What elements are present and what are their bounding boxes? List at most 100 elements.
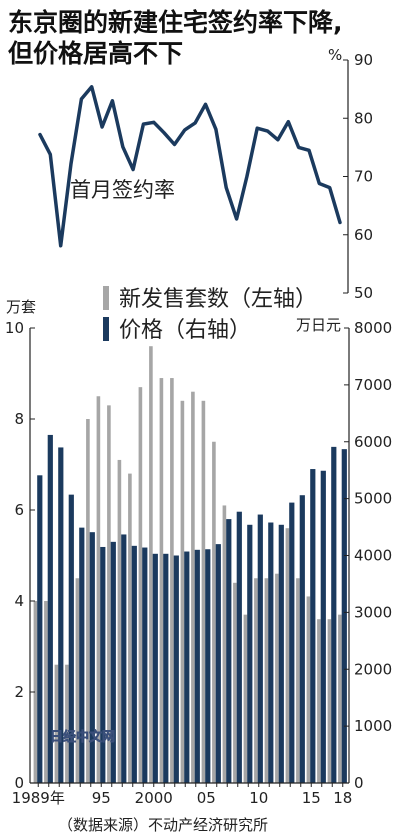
right-tick-label: 5000 [354, 490, 392, 508]
legend-sales-label: 新发售套数（左轴） [119, 287, 317, 312]
left-tick-label: 6 [14, 501, 24, 519]
price-bar [152, 553, 158, 783]
price-bar [100, 546, 106, 783]
price-bar [289, 502, 295, 783]
sales-bar [75, 578, 80, 783]
x-tick-label: 18 [333, 789, 352, 807]
sales-bar [201, 400, 206, 783]
x-tick-label: 1989年 [12, 789, 65, 807]
left-tick-label: 10 [5, 319, 24, 337]
price-bar [215, 544, 221, 783]
legend-price-swatch [103, 317, 109, 341]
right-tick-label: 6000 [354, 433, 392, 451]
right-y-ticks: 0 1000 2000 3000 4000 5000 6000 7000 8000 [344, 319, 392, 792]
price-bar [310, 469, 316, 783]
sales-bar [254, 578, 258, 783]
right-axis-unit: 万日元 [296, 316, 341, 334]
legend-sales-swatch [103, 286, 109, 310]
left-axis-unit: 万套 [6, 298, 36, 316]
contract-rate-series-label: 首月签约率 [70, 178, 175, 202]
right-tick-label: 2000 [354, 660, 392, 678]
right-tick-label: 0 [354, 774, 364, 792]
right-tick-label: 8000 [354, 319, 392, 337]
price-bar [68, 494, 74, 783]
price-bar [236, 511, 242, 783]
price-bar [299, 495, 305, 783]
x-tick-label: 05 [197, 789, 216, 807]
right-tick-label: 3000 [354, 603, 392, 621]
price-bar [278, 524, 284, 783]
x-ticks: 1989年 95 2000 05 10 15 18 [12, 783, 352, 807]
left-y-ticks: 0 2 4 6 8 10 [5, 319, 35, 792]
price-bar [121, 534, 127, 783]
price-bar [320, 470, 326, 783]
sales-bar [212, 441, 216, 783]
chart-title-line2: 但价格居高不下 [8, 39, 183, 68]
price-bar [89, 532, 95, 783]
sales-bar [86, 419, 90, 783]
rate-tick-label: 80 [354, 109, 373, 127]
sales-price-bar-chart: 万套 万日元 0 2 4 6 8 10 0 1000 2000 3000 4000 5000 6000… [5, 298, 392, 807]
sales-bar [327, 619, 332, 783]
chart-title-line1: 东京圈的新建住宅签约率下降, [8, 8, 343, 37]
price-bar [341, 449, 347, 783]
sales-bar [96, 396, 101, 783]
price-bar [226, 519, 232, 783]
x-tick-label: 95 [92, 789, 111, 807]
sales-bar [170, 378, 174, 783]
price-bar [247, 524, 253, 783]
sales-bar [107, 405, 111, 783]
rate-tick-label: 90 [354, 51, 373, 69]
x-tick-label: 15 [302, 789, 321, 807]
sales-bar [317, 619, 321, 783]
sales-bar [243, 614, 248, 783]
rate-unit-label: % [328, 46, 342, 64]
sales-bar [117, 459, 122, 783]
price-bar [205, 549, 211, 783]
price-bar [79, 527, 85, 783]
contract-rate-line [38, 85, 342, 248]
sales-bar [296, 578, 300, 783]
price-bar [110, 541, 116, 783]
sales-bar [285, 528, 290, 783]
left-tick-label: 0 [14, 774, 24, 792]
right-tick-label: 4000 [354, 547, 392, 565]
source-note: （数据来源）不动产经济研究所 [58, 816, 268, 834]
left-tick-label: 8 [14, 410, 24, 428]
price-bar [173, 555, 179, 783]
right-tick-label: 1000 [354, 717, 392, 735]
contract-rate-line-chart: % 首月签约率 50 60 70 80 90 [38, 46, 373, 302]
rate-tick-label: 50 [354, 284, 373, 302]
price-bar [142, 547, 148, 783]
legend-price-label: 价格（右轴） [119, 318, 251, 343]
x-tick-label: 2000 [135, 789, 173, 807]
sales-bar [128, 473, 132, 783]
price-bar [331, 446, 337, 783]
sales-bar [275, 573, 279, 783]
sales-bar [44, 601, 48, 783]
price-bar [58, 447, 64, 783]
rate-tick-label: 70 [354, 168, 373, 186]
left-tick-label: 2 [14, 683, 24, 701]
left-tick-label: 4 [14, 592, 24, 610]
price-bar [47, 434, 53, 783]
sales-bar [306, 596, 311, 783]
bars [33, 346, 347, 783]
price-bar [268, 522, 274, 783]
price-bar [194, 549, 200, 783]
legend: 新发售套数（左轴） 价格（右轴） [103, 286, 317, 343]
x-tick-label: 10 [249, 789, 268, 807]
sales-bar [149, 346, 153, 783]
sales-bar [138, 387, 143, 783]
rate-tick-label: 60 [354, 226, 373, 244]
price-bar [37, 475, 43, 783]
sales-bar [159, 378, 164, 783]
sales-bar [191, 391, 195, 783]
sales-bar [264, 578, 269, 783]
price-bar [163, 553, 169, 783]
sales-bar [65, 664, 69, 783]
price-bar [184, 551, 190, 783]
rate-y-ticks: 50 60 70 80 90 [343, 51, 373, 302]
price-bar [131, 545, 137, 783]
